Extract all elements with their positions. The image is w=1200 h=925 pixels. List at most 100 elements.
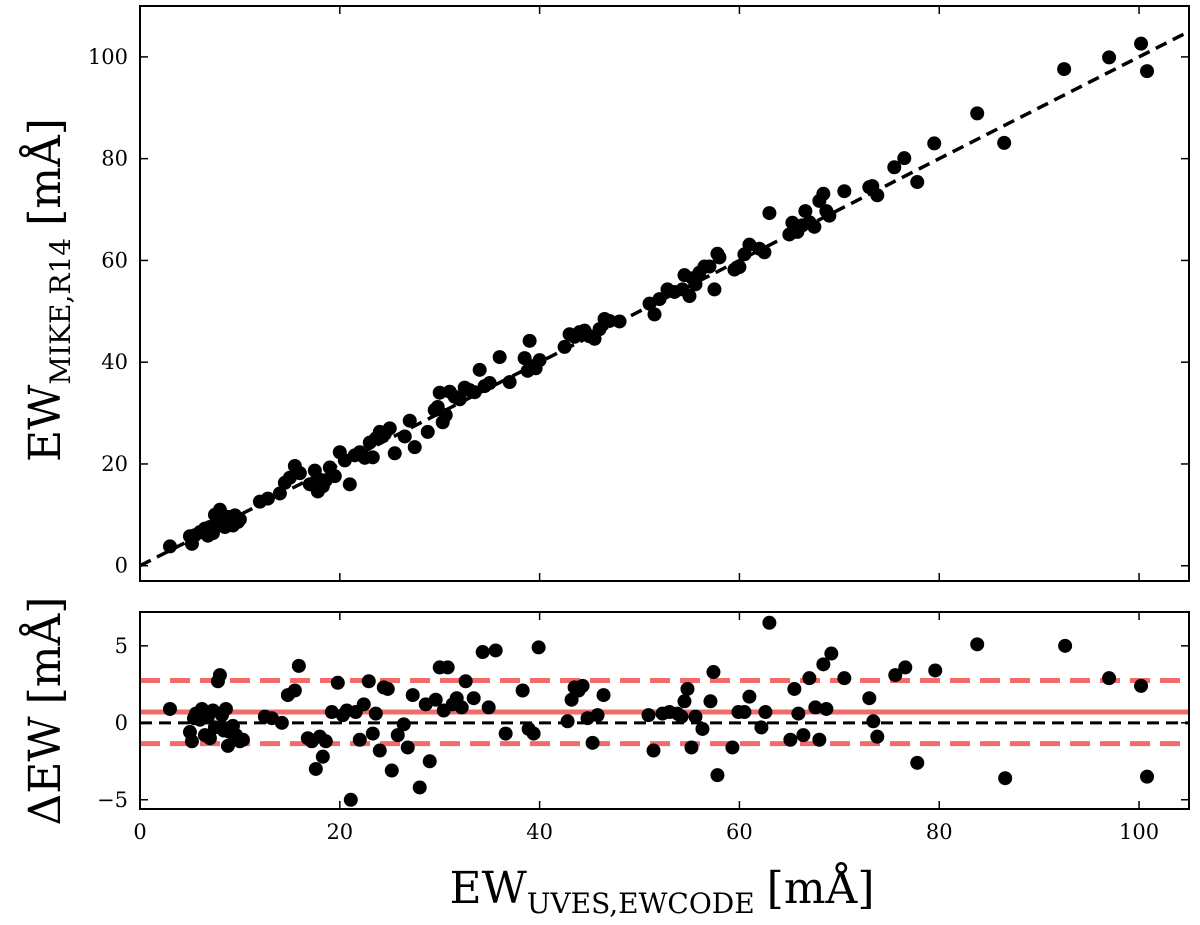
data-point xyxy=(897,151,912,166)
data-point xyxy=(382,421,397,436)
y-tick-label: 0 xyxy=(115,554,128,578)
x-tick-label: 80 xyxy=(926,820,953,844)
data-point xyxy=(1140,64,1155,79)
data-point xyxy=(272,486,287,501)
top-panel: 0 20 40 60 80 100 xyxy=(88,5,1190,582)
data-point xyxy=(796,728,811,743)
x-label-sub: UVES,EWCODE xyxy=(527,887,755,920)
data-point xyxy=(757,245,772,260)
data-point xyxy=(454,700,469,715)
data-point xyxy=(396,717,411,732)
data-point xyxy=(596,688,611,703)
y-tick-label: 0 xyxy=(115,711,128,735)
data-point xyxy=(481,700,496,715)
data-point xyxy=(927,136,942,151)
data-point xyxy=(1057,62,1072,77)
data-point xyxy=(725,740,740,755)
data-point xyxy=(998,771,1013,786)
data-point xyxy=(380,681,395,696)
data-point xyxy=(652,292,667,307)
data-point xyxy=(291,658,306,673)
data-point xyxy=(742,689,757,704)
data-point xyxy=(400,740,415,755)
data-point xyxy=(870,188,885,203)
y-tick-label: 100 xyxy=(88,45,128,69)
data-point xyxy=(1058,638,1073,653)
bottom-scatter-points xyxy=(162,615,1155,807)
data-point xyxy=(532,353,547,368)
data-point xyxy=(372,743,387,758)
data-point xyxy=(680,681,695,696)
data-point xyxy=(438,408,453,423)
data-point xyxy=(420,424,435,439)
data-point xyxy=(384,763,399,778)
data-point xyxy=(440,660,455,675)
data-point xyxy=(888,668,903,683)
data-point xyxy=(866,714,881,729)
data-point xyxy=(235,732,250,747)
data-point xyxy=(1102,671,1117,686)
data-point xyxy=(585,735,600,750)
top-y-label-sub: MIKE,R14 xyxy=(44,238,77,385)
data-point xyxy=(287,683,302,698)
x-label-main: EW xyxy=(449,863,527,914)
y-tick-label: 60 xyxy=(101,248,128,272)
data-point xyxy=(260,491,275,506)
data-point xyxy=(997,135,1012,150)
data-point xyxy=(356,697,371,712)
data-point xyxy=(1140,769,1155,784)
data-point xyxy=(458,674,473,689)
x-tick-label: 40 xyxy=(526,820,553,844)
data-point xyxy=(220,738,235,753)
bottom-y-label-main: ΔEW xyxy=(20,716,71,826)
bottom-y-label-unit: [mÅ] xyxy=(18,597,71,705)
data-point xyxy=(522,333,537,348)
data-point xyxy=(970,106,985,121)
top-plot-frame xyxy=(139,5,1190,582)
data-point xyxy=(422,754,437,769)
data-point xyxy=(405,688,420,703)
data-point xyxy=(397,429,412,444)
x-label-unit: [mÅ] xyxy=(767,861,875,914)
bottom-panel: 0 20 40 60 80 100−505 xyxy=(97,611,1190,844)
data-point xyxy=(688,709,703,724)
data-point xyxy=(407,440,422,455)
data-point xyxy=(910,175,925,190)
data-point xyxy=(807,219,822,234)
data-point xyxy=(677,694,692,709)
top-ticks: 0 20 40 60 80 100 xyxy=(88,6,1189,581)
data-point xyxy=(368,706,383,721)
data-point xyxy=(560,714,575,729)
data-point xyxy=(475,645,490,660)
data-point xyxy=(802,671,817,686)
data-point xyxy=(707,282,722,297)
data-point xyxy=(812,732,827,747)
data-point xyxy=(315,749,330,764)
data-point xyxy=(808,700,823,715)
data-point xyxy=(737,705,752,720)
data-point xyxy=(318,734,333,749)
data-point xyxy=(928,663,943,678)
data-point xyxy=(390,728,405,743)
y-tick-label: −5 xyxy=(97,788,128,812)
data-point xyxy=(870,729,885,744)
data-point xyxy=(352,732,367,747)
data-point xyxy=(324,705,339,720)
data-point xyxy=(695,721,710,736)
data-point xyxy=(557,339,572,354)
data-point xyxy=(274,715,289,730)
data-point xyxy=(674,709,689,724)
data-point xyxy=(162,539,177,554)
data-point xyxy=(1134,36,1149,51)
data-point xyxy=(762,615,777,630)
top-y-label-main: EW xyxy=(20,384,71,462)
data-point xyxy=(837,184,852,199)
data-point xyxy=(822,208,837,223)
data-point xyxy=(688,277,703,292)
data-point xyxy=(472,362,487,377)
data-point xyxy=(342,477,357,492)
data-point xyxy=(482,376,497,391)
top-y-label-unit: [mÅ] xyxy=(18,118,71,226)
data-point xyxy=(488,643,503,658)
